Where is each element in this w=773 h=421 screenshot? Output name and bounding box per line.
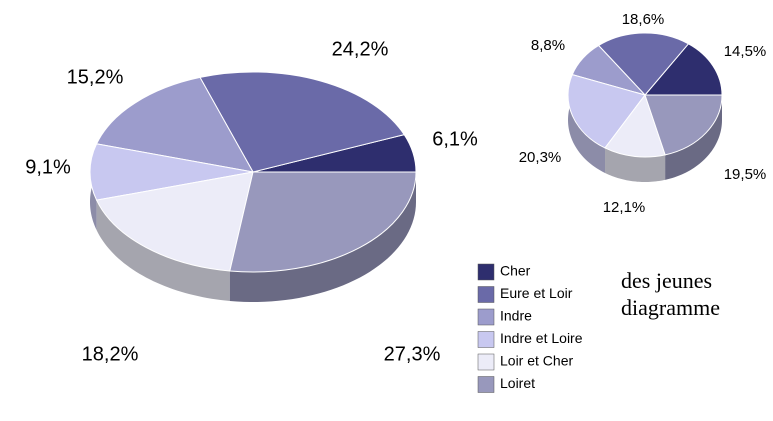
data-label: 27,3% — [384, 343, 441, 365]
data-label: 24,2% — [332, 38, 389, 60]
legend-label: Loiret — [500, 375, 535, 391]
legend-swatch — [477, 353, 495, 371]
legend-label: Indre — [500, 308, 532, 324]
pie-slice — [597, 32, 690, 96]
pie-slice — [89, 143, 254, 201]
slice-side — [96, 200, 230, 301]
data-label: 12,1% — [603, 199, 646, 216]
pie-slice — [643, 43, 723, 96]
data-label: 6,1% — [432, 128, 478, 150]
pie-slice — [644, 94, 723, 156]
legend-swatch — [477, 308, 495, 326]
legend-label: Eure et Loir — [500, 285, 573, 301]
pie-slice — [199, 71, 406, 173]
pie-slice — [95, 171, 254, 272]
data-label: 20,3% — [519, 149, 562, 166]
legend-label: Indre et Loire — [500, 330, 583, 346]
data-label: 18,6% — [622, 11, 665, 28]
data-label: 8,8% — [531, 37, 565, 54]
data-label: 14,5% — [724, 43, 767, 60]
pie-slice — [95, 76, 254, 173]
legend-swatch — [477, 331, 495, 348]
legend-label: Loir et Cher — [500, 353, 573, 369]
legend-swatch — [477, 376, 495, 393]
legend-swatch — [477, 263, 495, 281]
data-label: 15,2% — [67, 66, 124, 88]
slice-side — [229, 172, 416, 302]
data-label: 18,2% — [82, 343, 139, 365]
slice-side — [665, 95, 722, 180]
data-label: 9,1% — [25, 156, 71, 178]
body-text: diagramme — [621, 295, 720, 320]
pie-slice — [229, 171, 417, 273]
legend-swatch — [477, 286, 495, 303]
slice-side — [605, 147, 666, 182]
data-label: 19,5% — [724, 166, 767, 183]
legend-label: Cher — [500, 263, 531, 279]
slice-side — [568, 74, 606, 173]
pie-slice — [567, 74, 646, 149]
body-text: des jeunes — [621, 268, 712, 293]
